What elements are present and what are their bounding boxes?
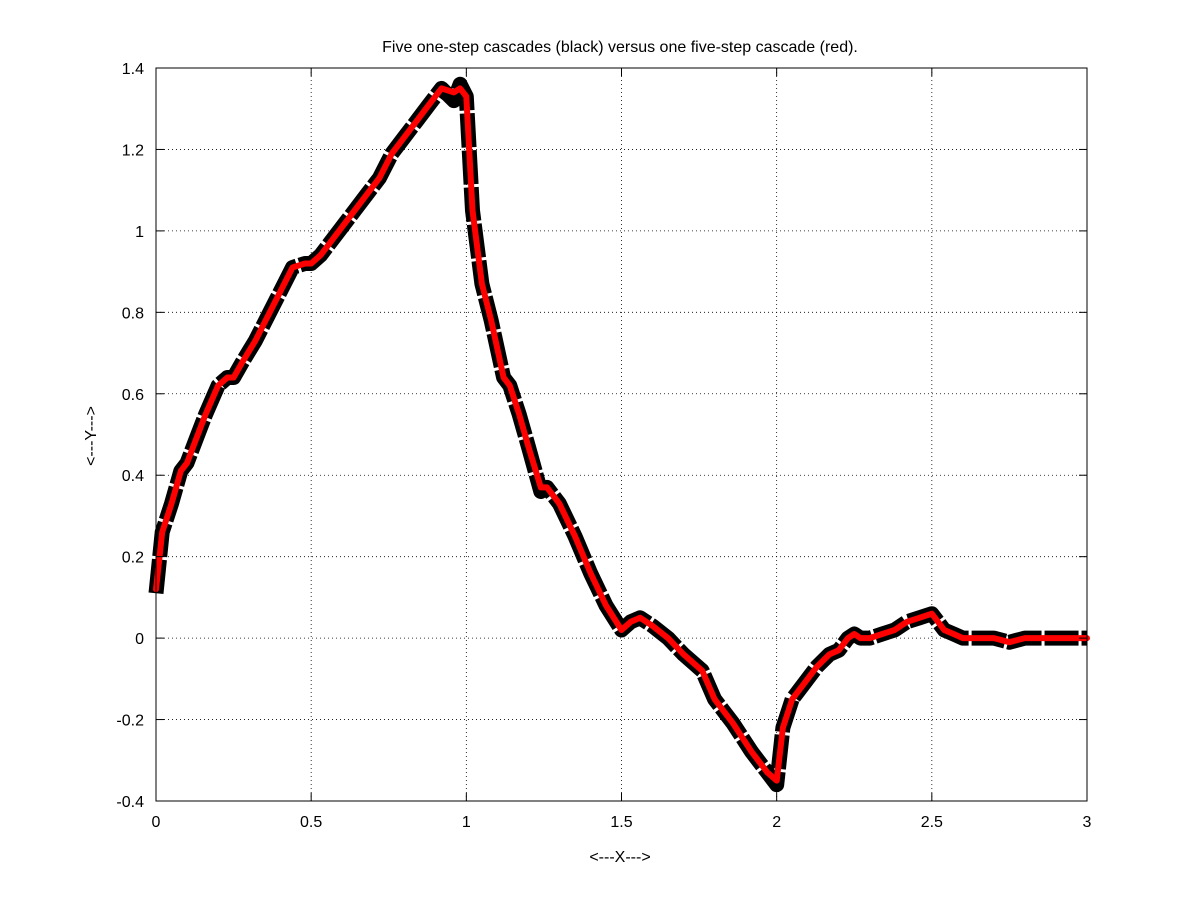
x-tick-label: 0 — [152, 814, 161, 831]
y-tick-label: 1 — [135, 224, 144, 241]
y-axis-label: <---Y---> — [83, 406, 100, 466]
y-tick-label: 1.4 — [122, 61, 144, 78]
y-tick-label: -0.2 — [116, 713, 144, 730]
y-tick-label: 0.2 — [122, 550, 144, 567]
y-tick-label: 0.8 — [122, 305, 144, 322]
x-tick-label: 2.5 — [921, 814, 943, 831]
chart-title: Five one-step cascades (black) versus on… — [382, 39, 858, 56]
y-tick-label: 0.4 — [122, 468, 144, 485]
plot-area — [156, 68, 1087, 801]
x-axis-label: <---X---> — [589, 849, 650, 866]
x-tick-label: 3 — [1083, 814, 1092, 831]
y-tick-label: 1.2 — [122, 142, 144, 159]
series-line-red — [153, 85, 1090, 784]
x-axis-ticks: 0 0.5 1 1.5 2 2.5 3 — [152, 68, 1092, 831]
x-tick-label: 0.5 — [300, 814, 322, 831]
y-tick-label: -0.4 — [116, 794, 144, 811]
series-layer — [148, 76, 1090, 793]
x-tick-label: 1.5 — [610, 814, 632, 831]
y-axis-ticks: -0.4 -0.2 0 0.2 0.4 0.6 0.8 1 1.2 1.4 — [116, 61, 1087, 811]
y-tick-label: 0.6 — [122, 387, 144, 404]
x-tick-label: 2 — [772, 814, 781, 831]
x-tick-label: 1 — [462, 814, 471, 831]
y-tick-label: 0 — [135, 631, 144, 648]
